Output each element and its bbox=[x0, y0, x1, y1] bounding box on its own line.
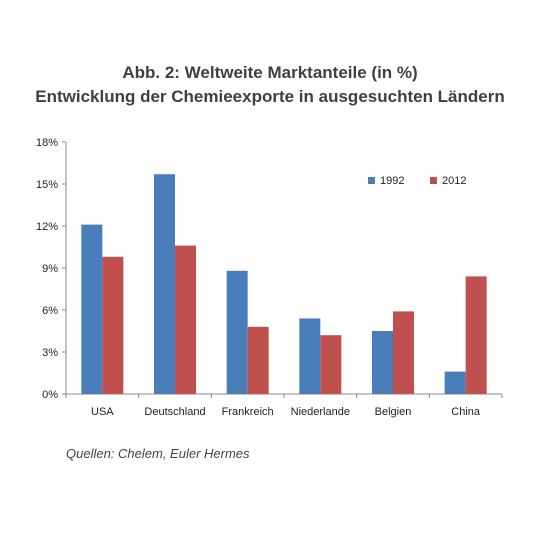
x-category-label: Frankreich bbox=[222, 406, 274, 418]
y-tick-label: 9% bbox=[42, 263, 58, 275]
bar-1992-usa bbox=[81, 224, 103, 394]
bar-2012-niederlande bbox=[320, 335, 342, 394]
y-tick-label: 3% bbox=[42, 347, 58, 359]
source-note: Quellen: Chelem, Euler Hermes bbox=[66, 446, 250, 461]
x-category-label: Deutschland bbox=[144, 406, 205, 418]
y-tick-label: 6% bbox=[42, 305, 58, 317]
legend-swatch-1992 bbox=[368, 177, 375, 184]
bar-2012-deutschland bbox=[175, 245, 196, 394]
bar-1992-deutschland bbox=[154, 174, 175, 394]
bar-1992-china bbox=[444, 371, 466, 394]
x-category-label: USA bbox=[91, 406, 114, 418]
bar-1992-belgien bbox=[372, 331, 393, 394]
legend-swatch-2012 bbox=[430, 177, 437, 184]
x-category-label: Belgien bbox=[375, 406, 412, 418]
y-tick-label: 18% bbox=[36, 137, 58, 149]
legend-label-2012: 2012 bbox=[442, 175, 466, 187]
bar-1992-frankreich bbox=[226, 270, 248, 394]
bar-2012-frankreich bbox=[247, 326, 269, 394]
x-category-label: China bbox=[451, 406, 481, 418]
chart-title: Abb. 2: Weltweite Marktanteile (in %) bbox=[122, 63, 418, 82]
y-tick-label: 15% bbox=[36, 179, 58, 191]
bar-2012-china bbox=[465, 276, 487, 394]
y-tick-label: 12% bbox=[36, 221, 58, 233]
bar-1992-niederlande bbox=[299, 318, 321, 394]
bar-2012-belgien bbox=[393, 311, 414, 394]
bar-2012-usa bbox=[102, 256, 124, 394]
legend-label-1992: 1992 bbox=[380, 175, 404, 187]
x-category-label: Niederlande bbox=[291, 406, 350, 418]
y-tick-label: 0% bbox=[42, 389, 58, 401]
chart-subtitle: Entwicklung der Chemieexporte in ausgesu… bbox=[35, 87, 505, 106]
